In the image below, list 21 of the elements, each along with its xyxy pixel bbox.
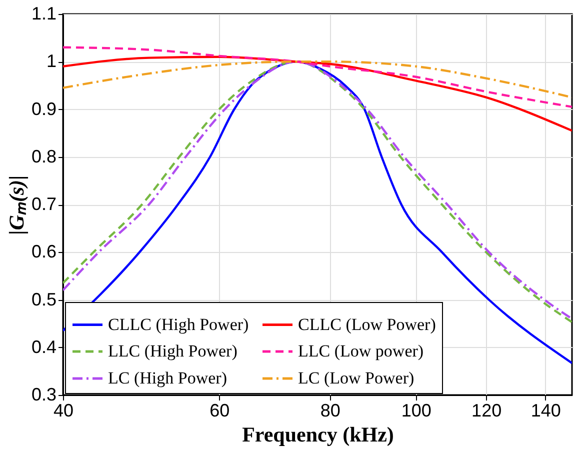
x-tick-label: 100: [401, 400, 432, 420]
legend-label: LLC (High Power): [108, 342, 238, 360]
legend-label: CLLC (Low Power): [298, 314, 436, 334]
x-tick-label: 80: [320, 400, 340, 420]
legend-label: LC (High Power): [108, 368, 227, 388]
x-axis-title: Frequency (kHz): [242, 422, 394, 446]
y-tick-label: 0.8: [31, 146, 56, 166]
y-tick-label: 1.1: [31, 4, 56, 24]
x-tick-label: 140: [530, 400, 561, 420]
y-tick-label: 0.9: [31, 98, 56, 119]
y-axis-title: |Gₘ(s)|: [4, 175, 28, 235]
y-tick-label: 1: [46, 51, 56, 72]
legend-label: LC (Low Power): [298, 368, 414, 388]
x-tick-label: 120: [472, 400, 502, 420]
y-tick-label: 0.4: [31, 336, 56, 357]
y-tick-label: 0.7: [31, 194, 56, 214]
x-tick-label: 60: [210, 400, 230, 420]
y-tick-label: 0.6: [31, 242, 56, 262]
legend-label: CLLC (High Power): [108, 314, 249, 334]
y-tick-label: 0.5: [31, 289, 56, 310]
legend-label: LLC (Low power): [298, 342, 424, 360]
